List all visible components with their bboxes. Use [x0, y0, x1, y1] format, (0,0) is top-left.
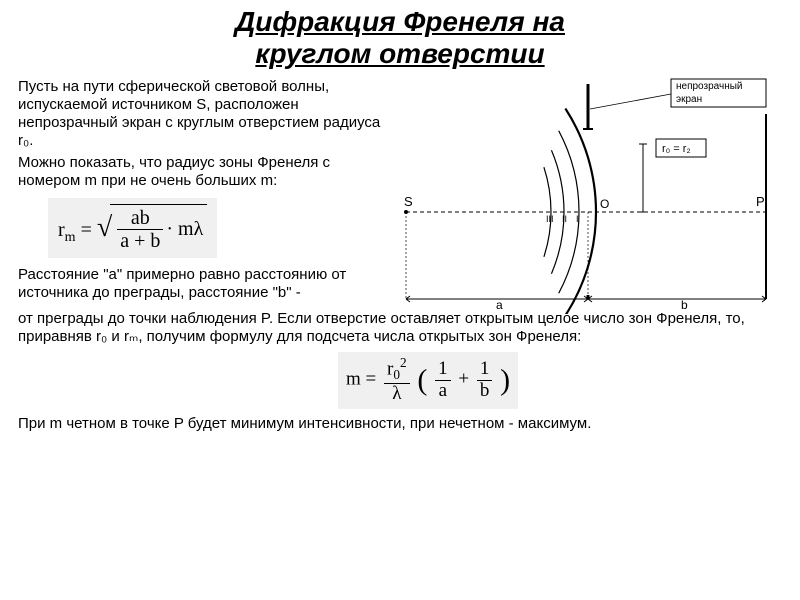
svg-text:II: II: [562, 214, 567, 224]
paren-close-icon: ): [500, 364, 510, 397]
title-line2: круглом отверстии: [255, 38, 544, 69]
fraction-ab: ab a + b: [117, 207, 163, 252]
rm-lhs: rm =: [58, 219, 97, 241]
svg-text:O: O: [600, 197, 609, 211]
paragraph-4: от преграды до точки наблюдения P. Если …: [18, 310, 782, 346]
fraction-1a: 1 a: [435, 359, 451, 402]
text-column: Пусть на пути сферической световой волны…: [18, 74, 388, 306]
diagram-column: r₀ = r₂непрозрачныйэкранSOPIIIIIIab: [396, 74, 782, 306]
fresnel-diagram: r₀ = r₂непрозрачныйэкранSOPIIIIIIab: [396, 74, 776, 314]
paragraph-2: Можно показать, что радиус зоны Френеля …: [18, 154, 388, 190]
formula-m: m = r02 λ ( 1 a + 1 b ): [338, 352, 518, 409]
svg-text:P: P: [756, 194, 765, 209]
paren-open-icon: (: [417, 364, 427, 397]
svg-text:III: III: [546, 214, 554, 224]
formula-rm: rm = √ ab a + b · mλ: [48, 198, 217, 258]
two-column-layout: Пусть на пути сферической световой волны…: [18, 74, 782, 306]
paragraph-5: При m четном в точке P будет минимум инт…: [18, 415, 782, 433]
fraction-1b: 1 b: [477, 359, 493, 402]
title-line1: Дифракция Френеля на: [235, 6, 565, 37]
svg-text:S: S: [404, 194, 413, 209]
page-title: Дифракция Френеля на круглом отверстии: [0, 0, 800, 70]
svg-text:b: b: [681, 298, 688, 312]
svg-text:r₀ = r₂: r₀ = r₂: [662, 143, 691, 155]
paragraph-1: Пусть на пути сферической световой волны…: [18, 78, 388, 150]
svg-text:I: I: [576, 214, 579, 224]
sqrt-icon: √ ab a + b · mλ: [97, 204, 207, 252]
svg-text:a: a: [496, 298, 503, 312]
content-area: Пусть на пути сферической световой волны…: [0, 70, 800, 433]
paragraph-3: Расстояние "a" примерно равно расстоянию…: [18, 266, 388, 302]
svg-text:непрозрачный: непрозрачный: [676, 81, 743, 92]
fraction-r2lambda: r02 λ: [384, 356, 410, 405]
svg-text:экран: экран: [676, 94, 702, 105]
